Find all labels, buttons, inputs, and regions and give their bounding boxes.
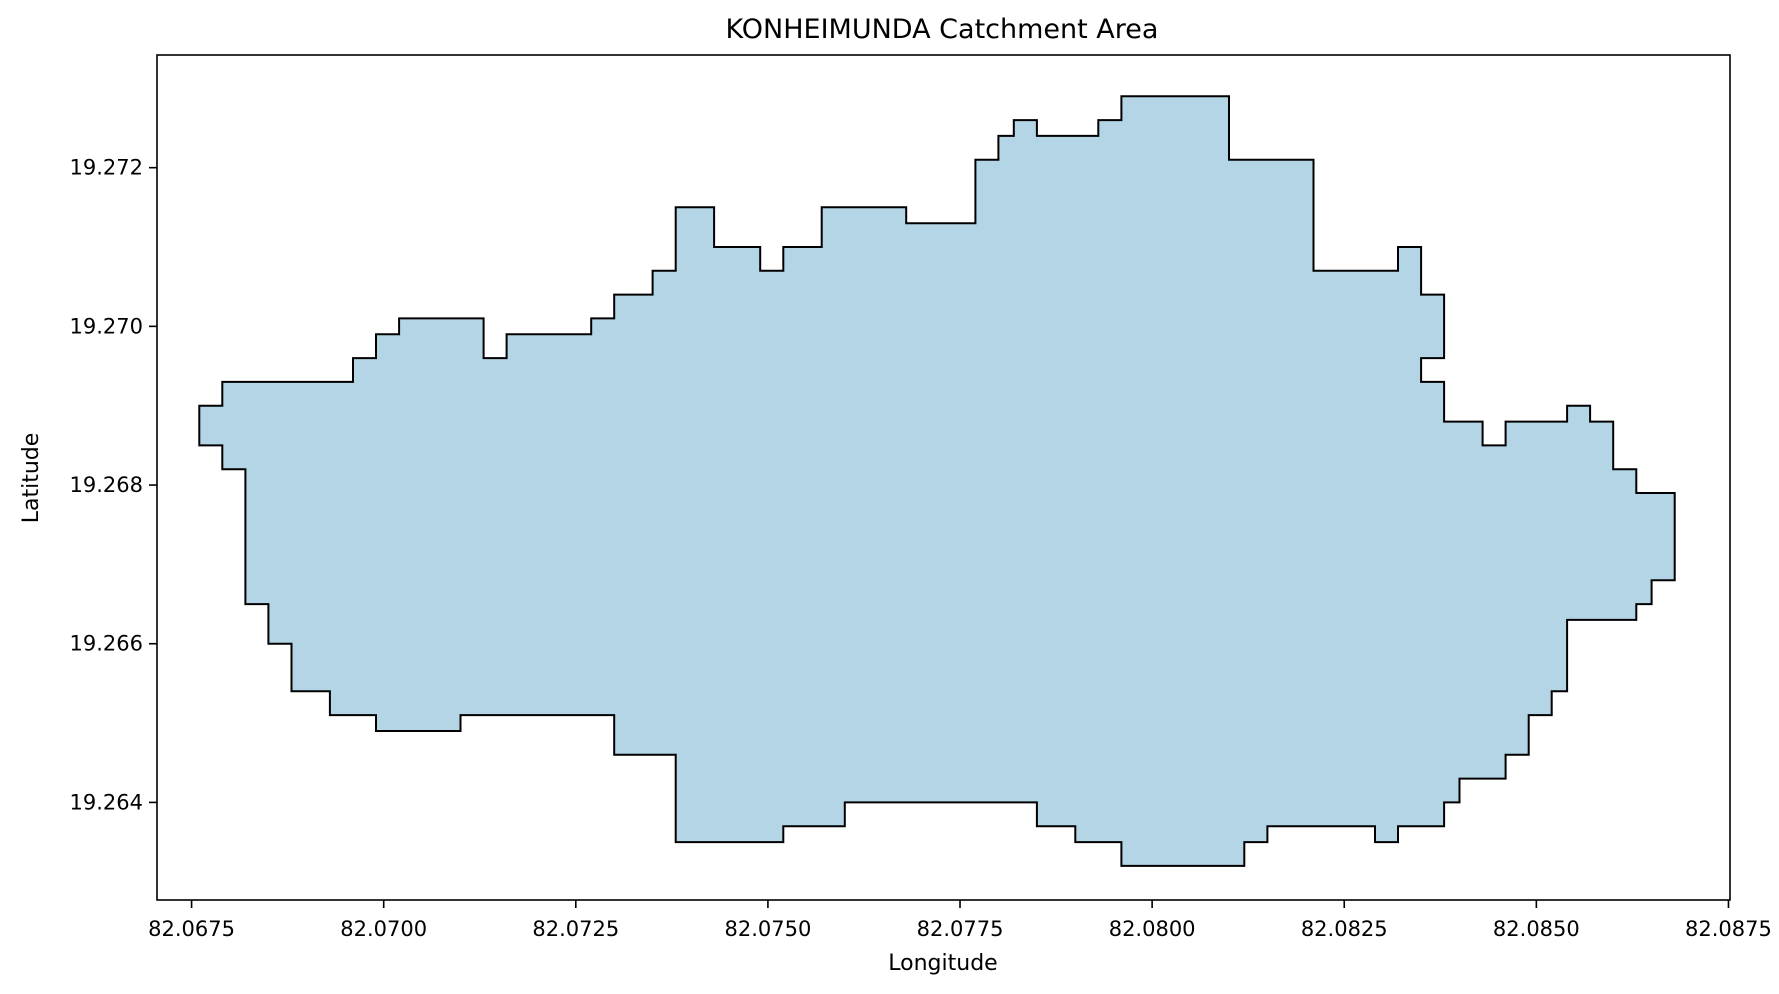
x-tick-label: 82.0725	[532, 917, 619, 941]
y-tick-label: 19.270	[70, 314, 143, 338]
x-tick-label: 82.0825	[1301, 917, 1388, 941]
x-tick-label: 82.0800	[1109, 917, 1196, 941]
x-tick-label: 82.0750	[724, 917, 811, 941]
x-tick-label: 82.0875	[1685, 917, 1772, 941]
chart-title: KONHEIMUNDA Catchment Area	[726, 14, 1159, 45]
catchment-polygon	[198, 95, 1676, 867]
y-axis-ticks: 19.264 19.266 19.268 19.270 19.272	[70, 156, 157, 814]
y-tick-label: 19.264	[70, 790, 143, 814]
y-tick-label: 19.272	[70, 156, 143, 180]
y-axis-label: Latitude	[19, 433, 44, 524]
x-tick-label: 82.0850	[1493, 917, 1580, 941]
plot-frame	[156, 54, 1731, 901]
plot-area	[198, 95, 1676, 867]
x-axis-label: Longitude	[888, 951, 997, 976]
y-tick-label: 19.266	[70, 632, 143, 656]
x-tick-label: 82.0775	[917, 917, 1004, 941]
x-tick-label: 82.0700	[340, 917, 427, 941]
y-tick-label: 19.268	[70, 473, 143, 497]
x-tick-label: 82.0675	[148, 917, 235, 941]
x-axis-ticks: 82.0675 82.0700 82.0725 82.0750 82.0775 82.08…	[148, 900, 1772, 941]
